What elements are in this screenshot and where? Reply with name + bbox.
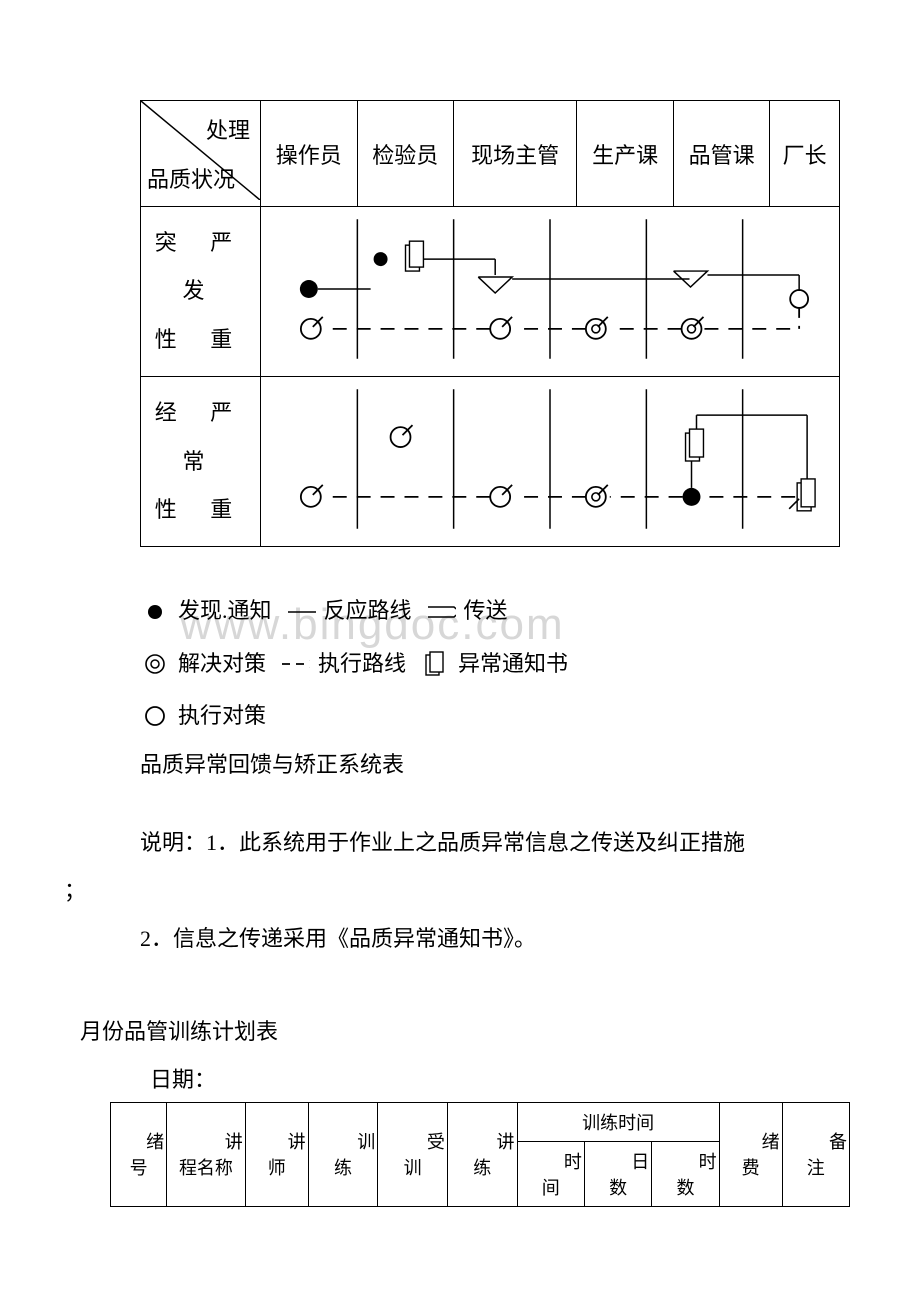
- plan-col-5: 讲 练: [447, 1102, 517, 1206]
- plan-col-8: 时 数: [652, 1141, 719, 1206]
- notice-doc-icon: [420, 653, 450, 675]
- quality-flow-table: 处理 品质状况 操作员 检验员 现场主管 生产课 品管课 厂长 突 严 发 性 …: [140, 100, 840, 547]
- row2-label: 经 严 常 性 重: [141, 377, 261, 547]
- legend-label: 解决对策: [178, 640, 266, 688]
- legend-label: 异常通知书: [458, 640, 568, 688]
- plan-col-6: 时 间: [517, 1141, 584, 1206]
- plan-col-10: 备 注: [782, 1102, 849, 1206]
- notes: 说明：1．此系统用于作业上之品质异常信息之传送及纠正措施 ； 2．信息之传递采用…: [140, 819, 840, 964]
- arrow-solid-icon: [286, 601, 316, 623]
- row1-flow: [261, 207, 840, 377]
- diag-bottom-label: 品质状况: [147, 162, 235, 194]
- arrow-dashed-icon: [280, 653, 310, 675]
- legend-label: 执行对策: [178, 692, 266, 740]
- plan-col-2: 讲 师: [245, 1102, 308, 1206]
- diagonal-header: 处理 品质状况: [141, 101, 261, 207]
- col-header-inspector: 检验员: [357, 101, 454, 207]
- plan-group-header: 训练时间: [517, 1102, 719, 1141]
- legend-label: 反应路线: [324, 587, 412, 635]
- col-header-supervisor: 现场主管: [454, 101, 577, 207]
- date-label: 日期：: [150, 1062, 840, 1094]
- plan-col-9: 绪 费: [719, 1102, 782, 1206]
- target-circle-icon: [140, 653, 170, 675]
- col-header-director: 厂长: [770, 101, 840, 207]
- legend-label: 发现.通知: [178, 587, 272, 635]
- plan-col-1: 讲 程名称: [167, 1102, 246, 1206]
- plan-col-7: 日 数: [584, 1141, 651, 1206]
- empty-circle-icon: [140, 705, 170, 727]
- section2-title: 月份品管训练计划表: [80, 1014, 840, 1046]
- col-header-qc: 品管课: [673, 101, 770, 207]
- plan-col-0: 绪 号: [111, 1102, 167, 1206]
- training-plan-table: 绪 号 讲 程名称 讲 师 训 练 受 训 讲 练 训练时: [110, 1102, 850, 1207]
- legend-label: 传送: [464, 587, 508, 635]
- plan-col-4: 受 训: [378, 1102, 448, 1206]
- col-header-production: 生产课: [577, 101, 674, 207]
- legend-label: 执行路线: [318, 640, 406, 688]
- transfer-box-icon: [426, 601, 456, 623]
- table-caption: 品质异常回馈与矫正系统表: [140, 747, 840, 779]
- diag-top-label: 处理: [206, 113, 250, 145]
- plan-col-3: 训 练: [308, 1102, 378, 1206]
- row1-label: 突 严 发 性 重: [141, 207, 261, 377]
- legend: 发现.通知 反应路线 传送 解决对策 执行路线 异常通知书: [140, 587, 840, 740]
- col-header-operator: 操作员: [261, 101, 358, 207]
- filled-circle-icon: [140, 601, 170, 623]
- row2-flow: [261, 377, 840, 547]
